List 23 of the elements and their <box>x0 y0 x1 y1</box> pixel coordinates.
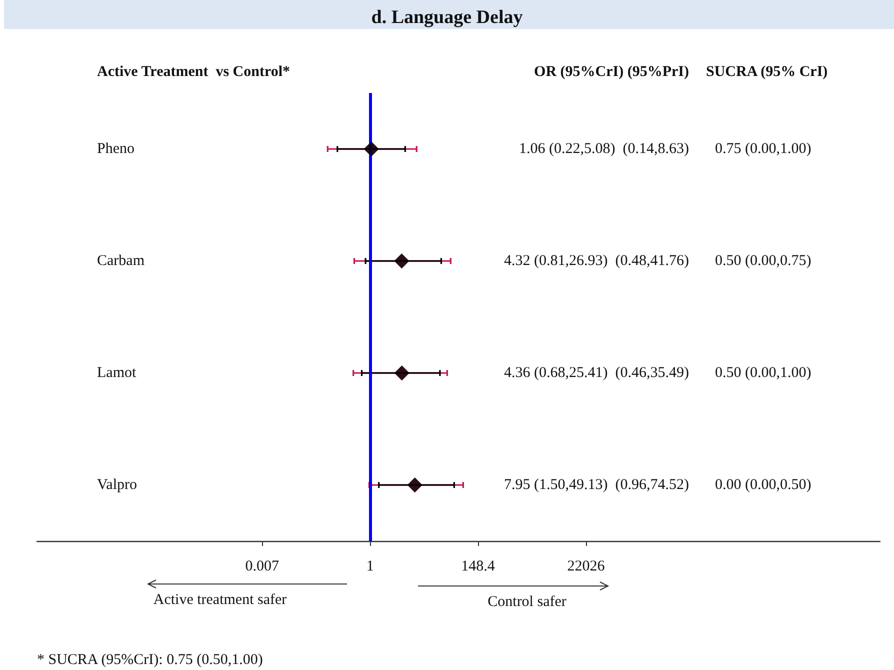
y-tick-label: Pheno <box>97 141 134 157</box>
x-tick-label: 22026 <box>567 558 606 574</box>
annotation: 4.36 (0.68,25.41) (0.46,35.49) <box>504 365 689 381</box>
x-tick-label: 0.007 <box>245 558 280 574</box>
y-tick-label: Lamot <box>97 365 137 381</box>
x-tick-label: 1 <box>366 558 374 574</box>
text: SUCRA (95% CrI) <box>706 64 828 80</box>
text: Active treatment safer <box>153 592 287 608</box>
text: * SUCRA (95%CrI): 0.75 (0.50,1.00) <box>37 652 263 668</box>
annotation: 4.32 (0.81,26.93) (0.48,41.76) <box>504 253 689 269</box>
annotation: 0.00 (0.00,0.50) <box>715 477 812 493</box>
y-axis-title: Active Treatment vs Control* <box>97 64 290 80</box>
annotation: 7.95 (1.50,49.13) (0.96,74.52) <box>504 477 689 493</box>
annotation: 1.06 (0.22,5.08) (0.14,8.63) <box>519 141 689 157</box>
chart-title: d. Language Delay <box>371 7 524 28</box>
annotation: 0.50 (0.00,1.00) <box>715 365 812 381</box>
annotation: 0.50 (0.00,0.75) <box>715 253 812 269</box>
y-tick-label: Carbam <box>97 253 145 269</box>
text: Control safer <box>488 594 566 610</box>
y-tick-label: Valpro <box>97 477 137 493</box>
text: OR (95%CrI) (95%PrI) <box>534 64 689 80</box>
x-tick-label: 148.4 <box>461 558 496 574</box>
annotation: 0.75 (0.00,1.00) <box>715 141 812 157</box>
